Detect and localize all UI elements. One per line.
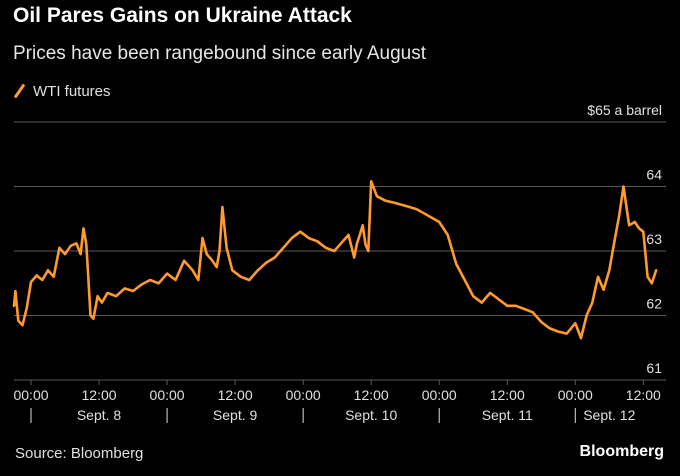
y-tick-label: 63 (646, 231, 662, 247)
series-line-wti-futures (12, 180, 658, 340)
day-label: Sept. 9 (213, 407, 258, 423)
chart-legend: WTI futures (15, 81, 111, 101)
x-tick-label: 12:00 (218, 387, 253, 403)
x-tick-label: 00:00 (558, 387, 593, 403)
day-label: Sept. 12 (583, 407, 635, 423)
x-tick-label: 00:00 (13, 387, 48, 403)
y-tick-label: 64 (646, 167, 662, 183)
source-note: Source: Bloomberg (15, 445, 144, 462)
x-tick-label: 12:00 (626, 387, 661, 403)
x-tick-label: 12:00 (354, 387, 389, 403)
day-label: Sept. 11 (482, 407, 533, 423)
axis-layer: 61 62 63 64 $65 a barrel 00:00 12:00 00:00 12:00… (13, 102, 662, 423)
y-tick-label: 61 (646, 360, 662, 376)
x-tick-label: 00:00 (150, 387, 185, 403)
brand-logo: Bloomberg (579, 443, 664, 460)
x-tick-label: 00:00 (286, 387, 321, 403)
y-tick-label: 62 (646, 296, 662, 312)
chart-subtitle: Prices have been rangebound since early … (13, 43, 426, 64)
x-tick-label: 00:00 (422, 387, 457, 403)
x-tick-label: 12:00 (490, 387, 525, 403)
day-label: Sept. 8 (77, 407, 122, 423)
line-layer (12, 180, 658, 340)
y-tick-label: $65 a barrel (587, 102, 662, 118)
grid-layer (14, 121, 666, 381)
legend-label: WTI futures (33, 82, 111, 100)
day-label: Sept. 10 (345, 407, 397, 423)
x-tick-label: 12:00 (82, 387, 117, 403)
chart-title: Oil Pares Gains on Ukraine Attack (13, 4, 352, 27)
